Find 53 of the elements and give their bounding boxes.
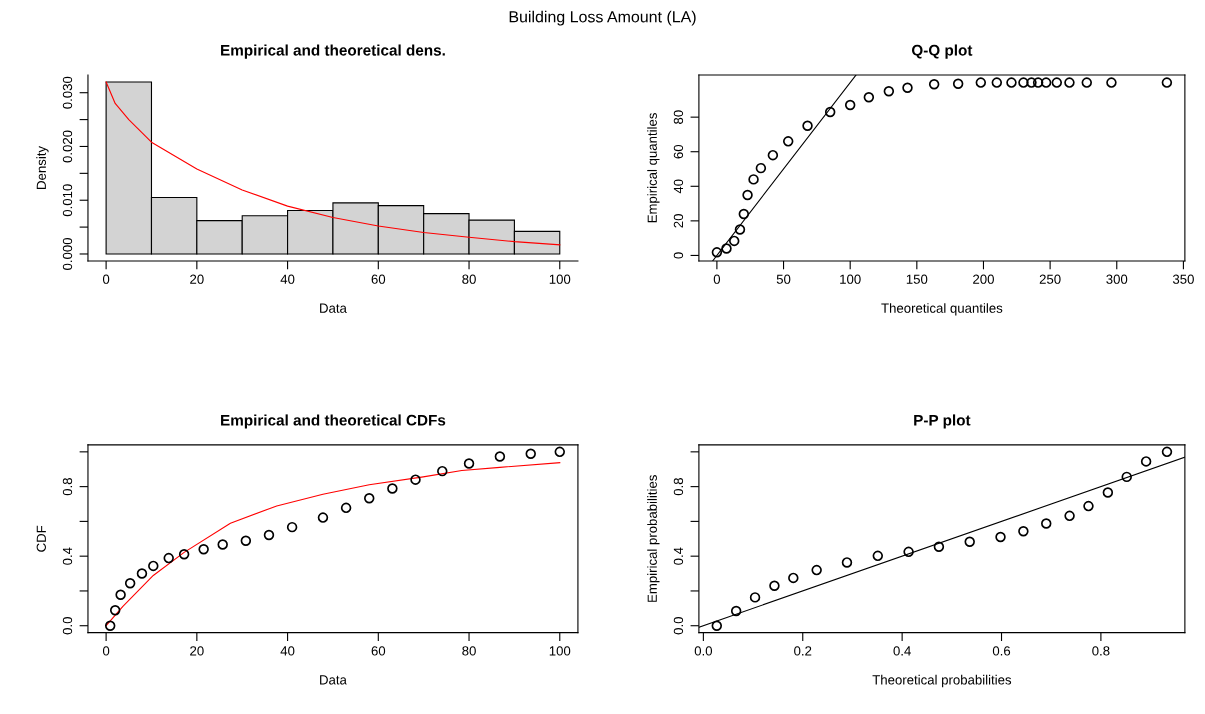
y-tick-label: 0.0 <box>673 617 684 635</box>
y-tick-label: 60 <box>673 144 684 159</box>
x-tick-label: 0.8 <box>1092 646 1110 656</box>
y-axis-title: Empirical probabilities <box>647 475 660 602</box>
x-tick-label: 40 <box>280 646 295 656</box>
y-axis-title: CDF <box>36 525 46 552</box>
x-tick-label: 250 <box>1039 274 1061 284</box>
x-tick-label: 350 <box>1172 274 1194 284</box>
y-tick-label: 0.000 <box>62 237 73 270</box>
x-tick-label: 20 <box>190 274 204 284</box>
x-tick-label: 150 <box>906 274 928 284</box>
y-tick-label: 0.4 <box>62 547 73 565</box>
x-axis-title: Data <box>320 675 347 685</box>
x-tick-label: 0.2 <box>794 646 812 656</box>
x-tick-label: 0.0 <box>694 646 713 656</box>
x-tick-label: 100 <box>840 274 861 284</box>
x-tick-label: 100 <box>549 646 571 656</box>
x-axis-title: Theoretical probabilities <box>872 674 1012 688</box>
x-tick-label: 0.6 <box>992 646 1011 656</box>
y-tick-label: 0.020 <box>62 130 73 163</box>
y-tick-label: 0.8 <box>673 478 684 496</box>
text: Building Loss Amount (LA) <box>509 10 696 26</box>
x-tick-label: 0.4 <box>893 646 911 656</box>
x-tick-label: 200 <box>973 274 994 284</box>
x-tick-label: 0 <box>102 274 110 284</box>
chart-title: P-P plot <box>914 414 971 429</box>
x-tick-label: 0 <box>102 646 110 656</box>
x-tick-label: 80 <box>462 274 476 284</box>
x-tick-label: 300 <box>1106 274 1128 284</box>
x-tick-label: 100 <box>549 274 571 284</box>
x-axis-title: Theoretical quantiles <box>881 303 1003 316</box>
x-tick-label: 80 <box>462 646 476 656</box>
y-axis-title: Density <box>36 145 49 189</box>
x-axis-title: Data <box>320 303 347 313</box>
x-tick-label: 60 <box>371 274 386 284</box>
x-tick-label: 20 <box>190 646 204 656</box>
chart-title: Q-Q plot <box>911 44 973 59</box>
y-tick-label: 0.4 <box>673 547 684 565</box>
y-tick-label: 0.8 <box>62 478 73 496</box>
x-tick-label: 50 <box>776 274 791 284</box>
y-tick-label: 80 <box>673 110 684 124</box>
y-tick-label: 40 <box>673 179 684 194</box>
y-axis-title: Empirical quantiles <box>647 113 660 223</box>
x-tick-label: 0 <box>713 274 721 284</box>
y-tick-label: 0 <box>673 252 684 259</box>
chart-title: Empirical and theoretical dens. <box>221 44 445 59</box>
x-tick-label: 60 <box>371 646 386 656</box>
chart-title: Empirical and theoretical CDFs <box>221 414 446 429</box>
y-tick-label: 0.0 <box>62 617 73 635</box>
x-tick-label: 40 <box>280 274 295 284</box>
y-tick-label: 20 <box>673 214 684 228</box>
y-tick-label: 0.030 <box>62 76 73 109</box>
y-tick-label: 0.010 <box>62 184 73 217</box>
